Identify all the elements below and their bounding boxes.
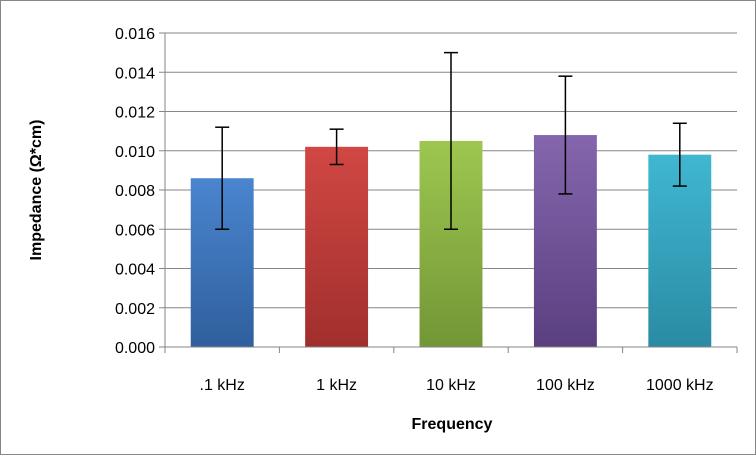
y-tick-label: 0.002 (115, 301, 155, 318)
y-tick-label: 0.000 (115, 340, 155, 357)
y-tick-label: 0.008 (115, 183, 155, 200)
x-axis-title: Frequency (412, 416, 493, 433)
y-tick-label: 0.014 (115, 65, 155, 82)
y-tick-label: 0.016 (115, 26, 155, 43)
x-tick-label: 100 kHz (536, 377, 595, 394)
x-tick-label: .1 kHz (200, 377, 245, 394)
x-tick-label: 10 kHz (426, 377, 476, 394)
x-tick-label: 1000 kHz (646, 377, 714, 394)
x-tick-label: 1 kHz (316, 377, 357, 394)
y-tick-label: 0.010 (115, 144, 155, 161)
bar-1-khz (305, 146, 369, 347)
error-bars (215, 51, 687, 230)
y-tick-labels: 0.000 0.002 0.004 0.006 0.008 0.010 0.012 0.014… (115, 26, 155, 357)
axes (159, 32, 738, 353)
y-tick-label: 0.004 (115, 262, 155, 279)
y-axis-title: Impedance (Ω*cm) (28, 120, 45, 261)
y-tick-label: 0.006 (115, 222, 155, 239)
y-tick-label: 0.012 (115, 105, 155, 122)
x-tick-labels: .1 kHz 1 kHz 10 kHz 100 kHz 1000 kHz (200, 377, 714, 394)
